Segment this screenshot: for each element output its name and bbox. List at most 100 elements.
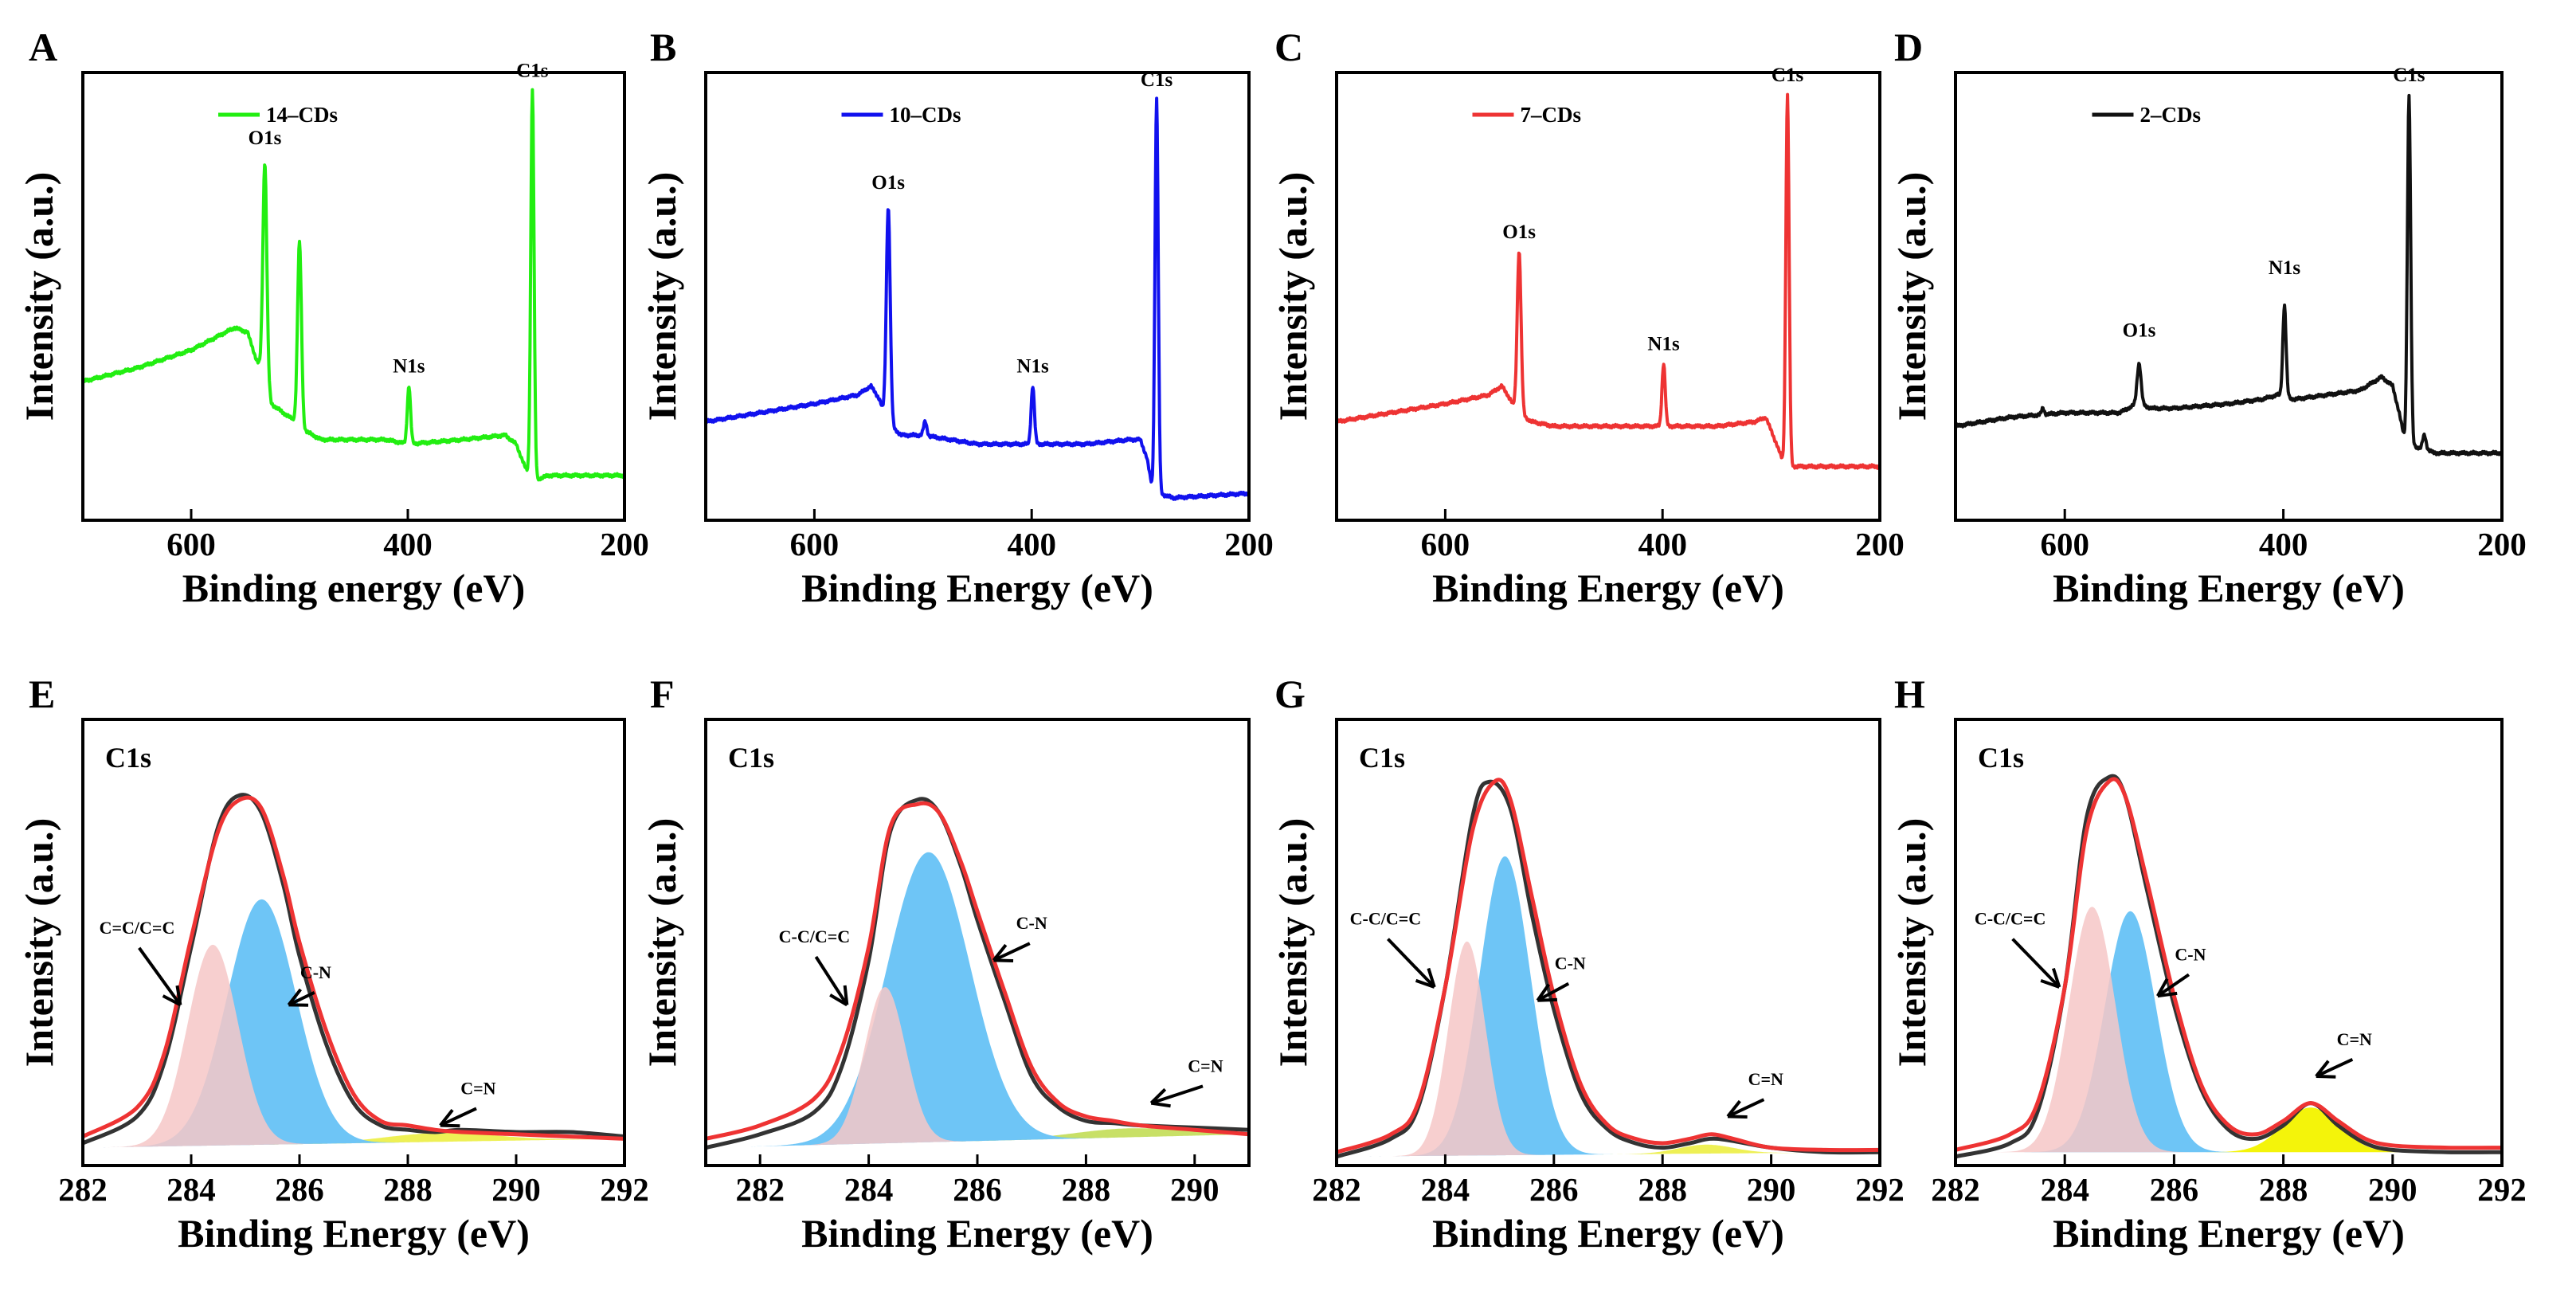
y-axis-label: Intensity (a.u.) — [17, 172, 61, 421]
annotation-cn: C=N — [460, 1078, 495, 1098]
x-tick-label: 290 — [1170, 1171, 1219, 1208]
annotation-cn: C-N — [300, 962, 331, 982]
x-tick-label: 600 — [2040, 526, 2089, 562]
x-tick-label: 400 — [2259, 526, 2308, 562]
annotation-arrowhead — [2315, 1060, 2336, 1079]
annotation-arrowhead — [439, 1109, 460, 1128]
plot-frame — [81, 71, 626, 522]
x-tick-label: 600 — [790, 526, 840, 562]
x-tick-label: 286 — [953, 1171, 1002, 1208]
x-tick-label: 282 — [735, 1171, 785, 1208]
plot-area — [1337, 92, 1880, 470]
plot-area — [83, 88, 624, 482]
annotation-cccc: C-C/C=C — [1350, 909, 1422, 929]
legend-label: 2–CDs — [2140, 103, 2202, 127]
annotation-arrow — [814, 955, 849, 1006]
plot-area — [706, 96, 1249, 501]
y-axis-label: Intensity (a.u.) — [1270, 818, 1315, 1068]
component-C=N — [83, 1132, 624, 1148]
plot-frame — [1954, 71, 2504, 522]
x-tick-label: 400 — [1638, 526, 1687, 562]
y-axis-label: Intensity (a.u.) — [1889, 818, 1934, 1068]
raw-spectrum-line — [83, 793, 624, 1146]
component-C-C/C=C — [1337, 941, 1880, 1157]
x-tick-label: 400 — [1007, 526, 1056, 562]
x-axis-label: Binding Energy (eV) — [801, 1211, 1153, 1256]
legend-label: 7–CDs — [1521, 103, 1582, 127]
annotation-cn: C=N — [2337, 1029, 2372, 1049]
panel-letter: F — [650, 672, 675, 716]
x-tick-label: 600 — [166, 526, 216, 562]
annotation-arrowhead — [992, 943, 1014, 963]
panel-d: D O1s N1s C1s 2–CDs 600 400 200 Binding Energy (… — [1889, 25, 2527, 610]
x-tick-label: 200 — [1224, 526, 1274, 562]
plot-frame — [1335, 71, 1881, 522]
panel-letter: D — [1894, 25, 1923, 69]
annotation-cccc: C=C/C=C — [100, 918, 175, 938]
x-tick-label: 200 — [1855, 526, 1905, 562]
annotation-cn: C-N — [1016, 913, 1047, 933]
fit-envelope-line — [1337, 778, 1880, 1154]
plot-area — [706, 797, 1249, 1150]
peak-label-o1s: O1s — [1502, 221, 1536, 243]
peak-label-o1s: O1s — [2123, 320, 2156, 342]
panel-letter: G — [1274, 672, 1306, 716]
annotation-arrowhead — [287, 988, 309, 1007]
annotation-arrow — [439, 1107, 477, 1127]
annotation-arrowhead — [1415, 967, 1436, 989]
x-tick-label: 292 — [2477, 1171, 2527, 1208]
annotation-arrowhead — [1536, 983, 1557, 1002]
annotation-arrow — [1727, 1098, 1765, 1119]
annotation-cn: C-N — [2175, 944, 2206, 964]
x-tick-label: 286 — [1529, 1171, 1579, 1208]
spectrum-line-2–CDs — [1955, 93, 2502, 456]
component-C-C/C=C — [83, 944, 624, 1148]
annotation-arrowhead — [2156, 978, 2178, 998]
x-tick-label: 200 — [600, 526, 649, 562]
annotation-arrow — [2315, 1057, 2354, 1078]
panel-e: E C1s C=C/C=C C-N C=N 282 284 286 288 290 292 Bindi… — [17, 672, 649, 1256]
panel-letter: B — [650, 25, 676, 69]
x-tick-label: 288 — [2259, 1171, 2308, 1208]
inset-title: C1s — [1978, 742, 2024, 774]
annotation-arrowhead — [162, 985, 182, 1007]
x-tick-label: 284 — [844, 1171, 894, 1208]
x-tick-label: 286 — [275, 1171, 324, 1208]
x-tick-label: 292 — [600, 1171, 649, 1208]
x-tick-label: 600 — [1421, 526, 1470, 562]
spectrum-line-10–CDs — [706, 96, 1249, 501]
x-tick-label: 284 — [2040, 1171, 2089, 1208]
component-C-C/C=C — [1955, 907, 2502, 1153]
x-tick-label: 286 — [2150, 1171, 2199, 1208]
x-axis-label: Binding Energy (eV) — [801, 566, 1153, 610]
annotation-arrow — [138, 946, 182, 1006]
legend-label: 14–CDs — [266, 103, 338, 127]
y-axis-label: Intensity (a.u.) — [1270, 172, 1315, 421]
annotation-arrowhead — [2040, 967, 2061, 989]
peak-label-c1s: C1s — [1771, 65, 1804, 86]
panel-letter: A — [29, 25, 57, 69]
x-tick-label: 290 — [491, 1171, 541, 1208]
annotation-arrow — [1150, 1084, 1204, 1105]
component-C=N — [706, 1128, 1249, 1148]
annotation-arrow — [1387, 938, 1436, 989]
y-axis-label: Intensity (a.u.) — [640, 172, 684, 421]
annotation-arrow — [992, 942, 1031, 962]
y-axis-label: Intensity (a.u.) — [1889, 172, 1934, 421]
x-tick-label: 288 — [1638, 1171, 1687, 1208]
annotation-cccc: C-C/C=C — [779, 927, 851, 946]
panel-letter: E — [29, 672, 55, 716]
peak-label-o1s: O1s — [249, 127, 282, 149]
panel-h: H C1s C-C/C=C C-N C=N 282 284 286 288 290 292 Bindi… — [1889, 672, 2527, 1256]
inset-title: C1s — [105, 742, 151, 774]
legend-label: 10–CDs — [890, 103, 961, 127]
annotation-cn: C=N — [1188, 1056, 1223, 1076]
inset-title: C1s — [1359, 742, 1405, 774]
peak-label-n1s: N1s — [1016, 356, 1049, 378]
peak-label-n1s: N1s — [2269, 257, 2301, 279]
x-axis-label: Binding Energy (eV) — [2053, 1211, 2405, 1256]
x-tick-label: 288 — [383, 1171, 433, 1208]
panel-c: C O1s N1s C1s 7–CDs 600 400 200 Binding Energy (… — [1270, 25, 1905, 610]
